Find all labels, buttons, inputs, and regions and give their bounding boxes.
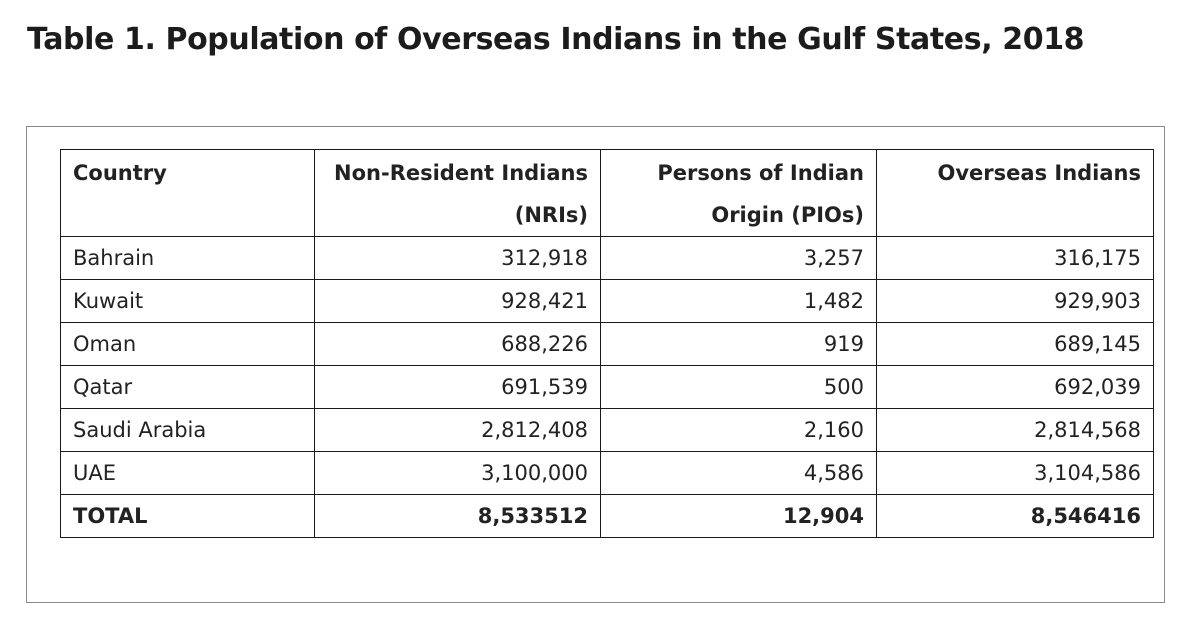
cell-pio: 500	[600, 365, 877, 409]
table-header-row: Country Non-Resident Indians (NRIs) Pers…	[60, 149, 1154, 237]
cell-overseas: 692,039	[876, 365, 1154, 409]
cell-overseas: 689,145	[876, 322, 1154, 366]
header-pio-line2: Origin (PIOs)	[711, 203, 864, 227]
total-pio: 12,904	[600, 494, 877, 538]
table-row: Oman 688,226 919 689,145	[60, 322, 1154, 366]
table-row: Saudi Arabia 2,812,408 2,160 2,814,568	[60, 408, 1154, 452]
cell-pio: 919	[600, 322, 877, 366]
header-pio: Persons of Indian Origin (PIOs)	[600, 149, 877, 237]
cell-nri: 3,100,000	[314, 451, 601, 495]
total-label: TOTAL	[60, 494, 315, 538]
header-pio-line1: Persons of Indian	[657, 161, 864, 185]
cell-pio: 2,160	[600, 408, 877, 452]
cell-country: UAE	[60, 451, 315, 495]
population-table: Country Non-Resident Indians (NRIs) Pers…	[60, 149, 1154, 538]
total-nri: 8,533512	[314, 494, 601, 538]
header-nri-line2: (NRIs)	[514, 203, 588, 227]
cell-nri: 691,539	[314, 365, 601, 409]
cell-nri: 928,421	[314, 279, 601, 323]
cell-nri: 312,918	[314, 236, 601, 280]
cell-overseas: 929,903	[876, 279, 1154, 323]
header-overseas: Overseas Indians	[876, 149, 1154, 237]
header-nri: Non-Resident Indians (NRIs)	[314, 149, 601, 237]
cell-pio: 1,482	[600, 279, 877, 323]
cell-country: Bahrain	[60, 236, 315, 280]
table-frame	[26, 126, 1165, 603]
table-row: Kuwait 928,421 1,482 929,903	[60, 279, 1154, 323]
cell-overseas: 3,104,586	[876, 451, 1154, 495]
table-row: Bahrain 312,918 3,257 316,175	[60, 236, 1154, 280]
table-row: UAE 3,100,000 4,586 3,104,586	[60, 451, 1154, 495]
cell-overseas: 316,175	[876, 236, 1154, 280]
page-title: Table 1. Population of Overseas Indians …	[27, 22, 1085, 57]
table-total-row: TOTAL 8,533512 12,904 8,546416	[60, 494, 1154, 538]
cell-country: Qatar	[60, 365, 315, 409]
cell-pio: 3,257	[600, 236, 877, 280]
cell-country: Oman	[60, 322, 315, 366]
cell-pio: 4,586	[600, 451, 877, 495]
cell-overseas: 2,814,568	[876, 408, 1154, 452]
header-nri-line1: Non-Resident Indians	[334, 161, 588, 185]
header-country: Country	[60, 149, 315, 237]
total-overseas: 8,546416	[876, 494, 1154, 538]
table-row: Qatar 691,539 500 692,039	[60, 365, 1154, 409]
cell-country: Kuwait	[60, 279, 315, 323]
cell-country: Saudi Arabia	[60, 408, 315, 452]
cell-nri: 2,812,408	[314, 408, 601, 452]
cell-nri: 688,226	[314, 322, 601, 366]
